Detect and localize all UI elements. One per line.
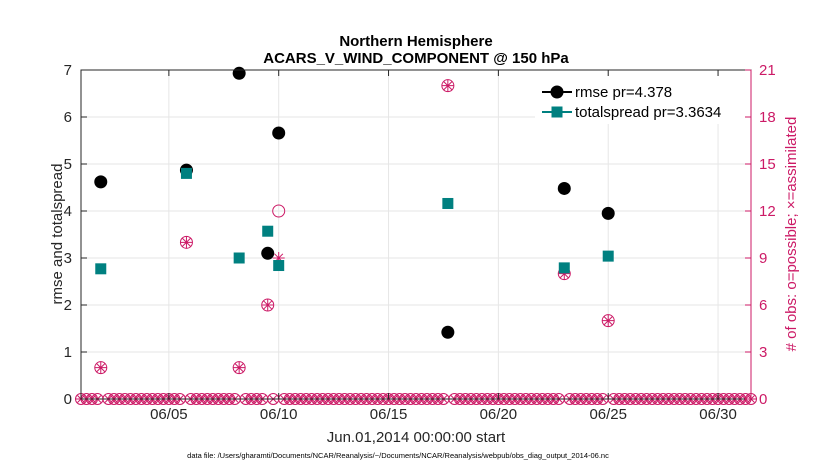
x-axis-label: Jun.01,2014 00:00:00 start — [327, 429, 506, 446]
y-right-tick-label: 6 — [759, 297, 767, 314]
y-right-tick-label: 3 — [759, 344, 767, 361]
x-tick-label: 06/15 — [370, 406, 408, 423]
x-tick-label: 06/25 — [589, 406, 627, 423]
chart-subtitle: ACARS_V_WIND_COMPONENT @ 150 hPa — [263, 50, 569, 67]
obs-possible-marker — [272, 204, 286, 218]
obs-assimilated-marker — [558, 267, 571, 280]
y-left-tick-label: 4 — [64, 203, 72, 220]
totalspread-point — [442, 197, 454, 209]
legend-rmse-marker — [550, 85, 564, 99]
rmse-point — [272, 126, 286, 140]
totalspread-point — [233, 252, 245, 264]
y-right-tick-label: 9 — [759, 250, 767, 267]
y-right-tick-label: 18 — [759, 109, 776, 126]
rmse-point — [261, 246, 275, 260]
rmse-point — [557, 181, 571, 195]
rmse-point — [232, 66, 246, 80]
obs-assimilated-marker — [272, 252, 285, 264]
totalspread-point — [558, 262, 570, 274]
obs-assimilated-marker — [180, 236, 193, 249]
y-left-tick-label: 0 — [64, 391, 72, 408]
data-file-footnote: data file: /Users/gharamti/Documents/NCA… — [187, 451, 609, 460]
obs-assimilated-marker — [261, 299, 274, 311]
x-tick-label: 06/20 — [480, 406, 518, 423]
totalspread-point — [602, 250, 614, 262]
data-markers — [94, 66, 615, 375]
grid — [81, 70, 751, 399]
x-tick-label: 06/30 — [699, 406, 737, 423]
rmse-point — [94, 175, 108, 189]
obs-assimilated-marker — [94, 361, 107, 374]
y-left-tick-label: 2 — [64, 297, 72, 314]
rmse-point — [601, 206, 615, 220]
y-left-tick-label: 1 — [64, 344, 72, 361]
legend-box — [535, 76, 745, 124]
y-right-tick-label: 0 — [759, 391, 767, 408]
y-right-tick-label: 21 — [759, 62, 776, 79]
x-tick-label: 06/05 — [150, 406, 188, 423]
y-left-tick-label: 7 — [64, 62, 72, 79]
legend-spread-marker — [551, 106, 563, 118]
obs-assimilated-marker — [441, 79, 454, 92]
y-left-tick-label: 5 — [64, 156, 72, 173]
legend: rmse pr=4.378 totalspread pr=3.3634 — [535, 76, 745, 124]
totalspread-point — [273, 260, 285, 272]
y-axis-right-label: # of obs: o=possible; ×=assimilated — [783, 117, 800, 352]
totalspread-point — [180, 167, 192, 179]
y-left-tick-label: 3 — [64, 250, 72, 267]
legend-rmse-label: rmse pr=4.378 — [575, 84, 672, 101]
y-left-tick-label: 6 — [64, 109, 72, 126]
y-right-tick-label: 12 — [759, 203, 776, 220]
obs-assimilated-marker — [602, 314, 615, 327]
totalspread-point — [262, 225, 274, 237]
obs-assimilated-marker — [233, 361, 246, 374]
x-tick-label: 06/10 — [260, 406, 298, 423]
axis-ticks: 06/05 06/10 06/15 06/20 06/25 06/300123456703… — [64, 62, 776, 423]
chart-title: Northern Hemisphere — [339, 33, 492, 50]
legend-spread-label: totalspread pr=3.3634 — [575, 104, 721, 121]
y-axis-left-label: rmse and totalspread — [49, 164, 66, 305]
y-right-tick-label: 15 — [759, 156, 776, 173]
rmse-point — [441, 325, 455, 339]
totalspread-point — [95, 263, 107, 275]
